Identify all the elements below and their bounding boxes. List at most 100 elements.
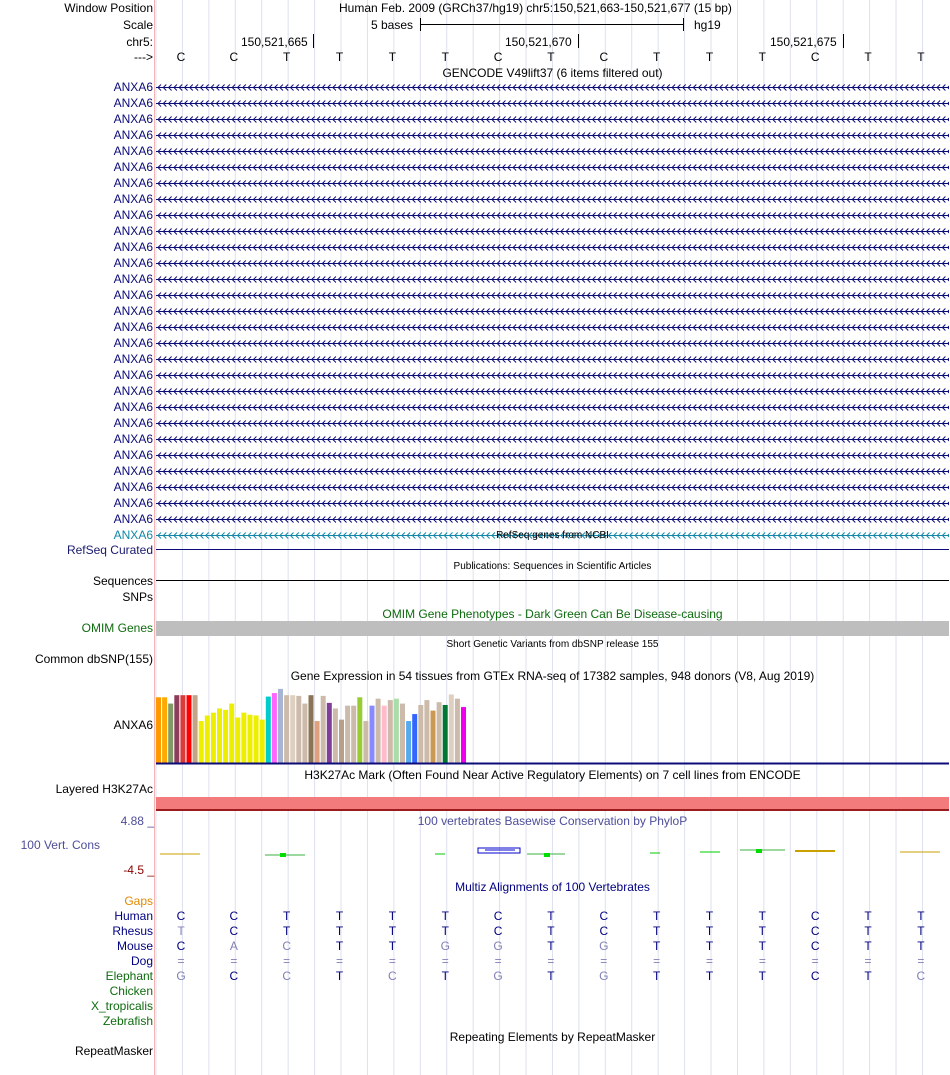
gene-model[interactable] bbox=[156, 98, 950, 109]
gene-label[interactable]: ANXA6 bbox=[113, 160, 153, 174]
gene-label[interactable]: ANXA6 bbox=[113, 512, 153, 526]
gene-model[interactable] bbox=[156, 242, 950, 253]
gene-label[interactable]: ANXA6 bbox=[113, 128, 153, 142]
gtex-tissue-bar bbox=[217, 708, 222, 763]
aligned-base: T bbox=[335, 969, 344, 983]
gene-label[interactable]: ANXA6 bbox=[113, 352, 153, 366]
gtex-tissue-bar bbox=[332, 708, 338, 763]
gene-label[interactable]: ANXA6 bbox=[113, 240, 153, 254]
gene-label[interactable]: ANXA6 bbox=[113, 368, 153, 382]
species-label[interactable]: X_tropicalis bbox=[90, 999, 153, 1013]
aligned-base: C bbox=[229, 969, 239, 983]
gtex-gene-label[interactable]: ANXA6 bbox=[113, 718, 153, 732]
coord-tick-label: 150,521,675 bbox=[770, 35, 837, 49]
gene-label[interactable]: ANXA6 bbox=[113, 96, 153, 110]
gene-label[interactable]: ANXA6 bbox=[113, 272, 153, 286]
aligned-base: = bbox=[864, 954, 872, 968]
gtex-tissue-bar bbox=[381, 705, 387, 763]
gtex-tissue-bar bbox=[345, 705, 351, 763]
gene-label[interactable]: ANXA6 bbox=[113, 400, 153, 414]
gene-model[interactable] bbox=[156, 402, 950, 413]
gene-model[interactable] bbox=[156, 226, 950, 237]
gene-label[interactable]: ANXA6 bbox=[113, 112, 153, 126]
gene-label[interactable]: ANXA6 bbox=[113, 464, 153, 478]
gene-label[interactable]: ANXA6 bbox=[113, 336, 153, 350]
gene-label[interactable]: ANXA6 bbox=[113, 384, 153, 398]
gene-label[interactable]: ANXA6 bbox=[113, 496, 153, 510]
sequences-label[interactable]: Sequences bbox=[92, 574, 153, 588]
gene-model[interactable] bbox=[156, 450, 950, 461]
gtex-bar-chart[interactable] bbox=[155, 683, 950, 766]
gene-model[interactable] bbox=[156, 322, 950, 333]
gene-model[interactable] bbox=[156, 466, 950, 477]
aligned-base: C bbox=[176, 939, 186, 953]
species-label[interactable]: Zebrafish bbox=[102, 1014, 153, 1028]
aligned-base: T bbox=[388, 909, 397, 923]
ref-base: T bbox=[864, 50, 872, 64]
snps-label[interactable]: SNPs bbox=[122, 590, 153, 604]
dbsnp-label[interactable]: Common dbSNP(155) bbox=[34, 652, 153, 666]
gene-label[interactable]: ANXA6 bbox=[113, 528, 153, 542]
species-label[interactable]: Elephant bbox=[105, 969, 153, 983]
aligned-base: C bbox=[810, 939, 820, 953]
phylop-track-title: 100 vertebrates Basewise Conservation by… bbox=[417, 814, 688, 828]
gtex-tissue-bar bbox=[418, 704, 424, 763]
gene-model[interactable] bbox=[156, 82, 950, 93]
gene-label[interactable]: ANXA6 bbox=[113, 288, 153, 302]
species-label[interactable]: Mouse bbox=[116, 939, 153, 953]
omim-bar[interactable] bbox=[156, 621, 949, 636]
ref-base: T bbox=[283, 50, 291, 64]
gene-model[interactable] bbox=[156, 130, 950, 141]
gtex-tissue-bar bbox=[387, 700, 393, 763]
gene-label[interactable]: ANXA6 bbox=[113, 256, 153, 270]
gene-model[interactable] bbox=[156, 258, 950, 269]
gene-model[interactable] bbox=[156, 370, 950, 381]
gene-label[interactable]: ANXA6 bbox=[113, 80, 153, 94]
aligned-base: T bbox=[917, 924, 925, 938]
gene-model[interactable] bbox=[156, 114, 950, 125]
gene-label[interactable]: ANXA6 bbox=[113, 144, 153, 158]
species-label[interactable]: Rhesus bbox=[112, 924, 153, 938]
gene-label[interactable]: ANXA6 bbox=[113, 192, 153, 206]
species-label[interactable]: Human bbox=[114, 909, 153, 923]
gene-model[interactable] bbox=[156, 178, 950, 189]
h3k27ac-label[interactable]: Layered H3K27Ac bbox=[55, 782, 153, 796]
refseq-label[interactable]: RefSeq Curated bbox=[66, 543, 153, 557]
gene-model[interactable] bbox=[156, 338, 950, 349]
aligned-base: T bbox=[335, 909, 344, 923]
gene-model[interactable] bbox=[156, 418, 950, 429]
gene-model[interactable] bbox=[156, 306, 950, 317]
gene-label[interactable]: ANXA6 bbox=[113, 304, 153, 318]
gene-label[interactable]: ANXA6 bbox=[113, 432, 153, 446]
aligned-base: C bbox=[176, 909, 186, 923]
aligned-base: T bbox=[864, 969, 872, 983]
gene-label[interactable]: ANXA6 bbox=[113, 208, 153, 222]
gene-model[interactable] bbox=[156, 482, 950, 493]
gene-label[interactable]: ANXA6 bbox=[113, 176, 153, 190]
gene-model[interactable] bbox=[156, 210, 950, 221]
gene-model[interactable] bbox=[156, 354, 950, 365]
omim-label[interactable]: OMIM Genes bbox=[81, 621, 153, 635]
species-label[interactable]: Dog bbox=[130, 954, 153, 968]
gene-label[interactable]: ANXA6 bbox=[113, 448, 153, 462]
gene-model[interactable] bbox=[156, 434, 950, 445]
gene-label[interactable]: ANXA6 bbox=[113, 480, 153, 494]
repeatmasker-label[interactable]: RepeatMasker bbox=[74, 1044, 153, 1058]
gene-model[interactable] bbox=[156, 514, 950, 525]
gene-model[interactable] bbox=[156, 146, 950, 157]
gene-model[interactable] bbox=[156, 498, 950, 509]
gene-model[interactable] bbox=[156, 274, 950, 285]
gene-label[interactable]: ANXA6 bbox=[113, 320, 153, 334]
gene-label[interactable]: ANXA6 bbox=[113, 416, 153, 430]
phylop-label[interactable]: 100 Vert. Cons bbox=[20, 838, 100, 852]
gene-model[interactable] bbox=[156, 162, 950, 173]
species-label[interactable]: Chicken bbox=[109, 984, 153, 998]
gene-model[interactable] bbox=[156, 290, 950, 301]
gaps-label[interactable]: Gaps bbox=[124, 894, 153, 908]
gene-model[interactable] bbox=[156, 386, 950, 397]
gene-label[interactable]: ANXA6 bbox=[113, 224, 153, 238]
gene-model[interactable] bbox=[156, 194, 950, 205]
gene-model[interactable] bbox=[156, 530, 950, 541]
aligned-base: = bbox=[177, 954, 185, 968]
aligned-base: = bbox=[917, 954, 925, 968]
